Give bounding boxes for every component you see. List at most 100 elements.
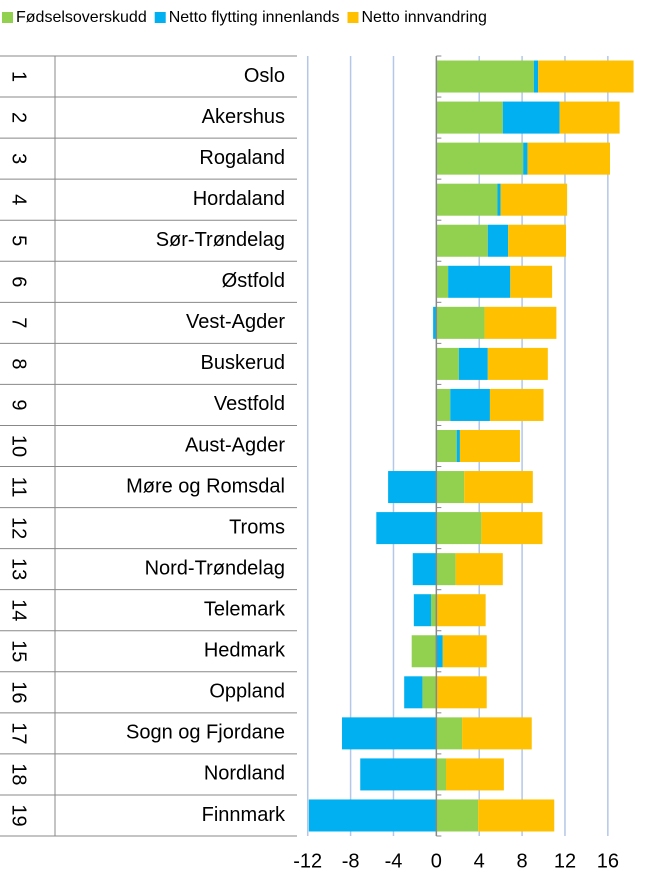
- bar-segment: [436, 347, 459, 380]
- bar-segment: [433, 306, 437, 339]
- bar-segment: [436, 306, 485, 339]
- category-label: Oslo: [244, 65, 285, 87]
- bar-segment: [456, 429, 460, 463]
- row-number: 5: [8, 235, 30, 246]
- bar-segment: [342, 717, 437, 750]
- bar-segment: [436, 224, 488, 257]
- category-label: Sør-Trøndelag: [156, 229, 285, 251]
- bar-segment: [487, 347, 548, 380]
- bar-segment: [478, 799, 555, 832]
- row-number: 15: [8, 640, 30, 662]
- bar-segment: [450, 388, 490, 421]
- bar-segment: [411, 635, 437, 668]
- bar-segment: [442, 635, 487, 668]
- category-label: Møre og Romsdal: [126, 475, 285, 497]
- category-label: Aust-Agder: [185, 434, 285, 456]
- bar-segment: [422, 676, 437, 709]
- bar-segment: [464, 471, 533, 504]
- bar-segment: [413, 594, 431, 627]
- x-tick-label: -12: [293, 850, 322, 872]
- legend-label: Netto innvandring: [362, 9, 487, 26]
- row-number: 10: [8, 435, 30, 457]
- category-label: Hedmark: [204, 640, 286, 662]
- bar-segment: [484, 306, 557, 339]
- x-tick-label: 4: [474, 850, 485, 872]
- bar-segment: [436, 101, 503, 134]
- category-label: Nord-Trøndelag: [145, 557, 285, 579]
- row-number: 9: [8, 399, 30, 410]
- bar-segment: [436, 265, 449, 298]
- bar-segment: [502, 101, 560, 134]
- legend-swatch: [347, 12, 359, 23]
- bar-segment: [462, 717, 532, 750]
- bar-segment: [436, 142, 524, 175]
- category-label: Hordaland: [193, 188, 285, 210]
- bar-segment: [458, 347, 488, 380]
- row-number: 19: [8, 804, 30, 826]
- bar-segment: [388, 471, 437, 504]
- bar-segment: [436, 594, 486, 627]
- bar-segment: [510, 265, 553, 298]
- bar-segment: [436, 553, 456, 586]
- bar-segment: [436, 758, 446, 791]
- category-label: Nordland: [204, 763, 285, 785]
- row-number: 6: [8, 276, 30, 287]
- legend-swatch: [2, 12, 13, 23]
- bar-segment: [523, 142, 528, 175]
- bar-segment: [489, 388, 544, 421]
- bar-segment: [436, 717, 463, 750]
- bar-segment: [445, 758, 504, 791]
- category-label: Finnmark: [202, 804, 286, 826]
- row-number: 1: [8, 71, 30, 82]
- bar-segment: [308, 799, 437, 832]
- bar-segment: [436, 471, 465, 504]
- category-label: Østfold: [222, 270, 285, 292]
- legend-label: Fødselsoverskudd: [16, 9, 147, 26]
- row-number: 11: [8, 477, 30, 498]
- x-tick-label: 12: [554, 850, 576, 872]
- bar-segment: [436, 799, 479, 832]
- bar-segment: [404, 676, 423, 709]
- bar-segment: [533, 60, 539, 93]
- category-label: Oppland: [209, 681, 285, 703]
- category-label: Vest-Agder: [186, 311, 285, 333]
- x-tick-label: 16: [597, 850, 619, 872]
- bar-segment: [448, 265, 511, 298]
- category-label: Troms: [229, 516, 285, 538]
- row-number: 2: [8, 112, 30, 123]
- row-number: 4: [8, 194, 30, 205]
- x-tick-label: 0: [431, 850, 442, 872]
- bar-segment: [436, 676, 487, 709]
- bar-segment: [487, 224, 509, 257]
- bar-segment: [360, 758, 437, 791]
- bar-segment: [527, 142, 610, 175]
- bar-segment: [376, 512, 437, 545]
- row-number: 12: [8, 517, 30, 539]
- bar-segment: [436, 429, 457, 463]
- bar-segment: [436, 388, 451, 421]
- bar-segment: [436, 183, 498, 216]
- bar-segment: [559, 101, 620, 134]
- legend-label: Netto flytting innenlands: [169, 9, 340, 26]
- x-tick-label: -4: [385, 850, 403, 872]
- row-number: 17: [8, 722, 30, 744]
- row-number: 3: [8, 153, 30, 164]
- bar-segment: [481, 512, 543, 545]
- row-number: 16: [8, 681, 30, 703]
- row-number: 7: [8, 317, 30, 328]
- category-label: Buskerud: [201, 352, 286, 374]
- bar-segment: [436, 60, 534, 93]
- bar-segment: [459, 429, 520, 463]
- bar-segment: [436, 512, 482, 545]
- row-number: 8: [8, 358, 30, 369]
- category-label: Sogn og Fjordane: [126, 722, 285, 744]
- row-number: 14: [8, 599, 30, 621]
- category-label: Akershus: [202, 106, 285, 128]
- bar-segment: [430, 594, 437, 627]
- bar-segment: [538, 60, 634, 93]
- row-number: 18: [8, 763, 30, 785]
- bar-segment: [412, 553, 437, 586]
- bar-segment: [455, 553, 503, 586]
- x-tick-label: 8: [517, 850, 528, 872]
